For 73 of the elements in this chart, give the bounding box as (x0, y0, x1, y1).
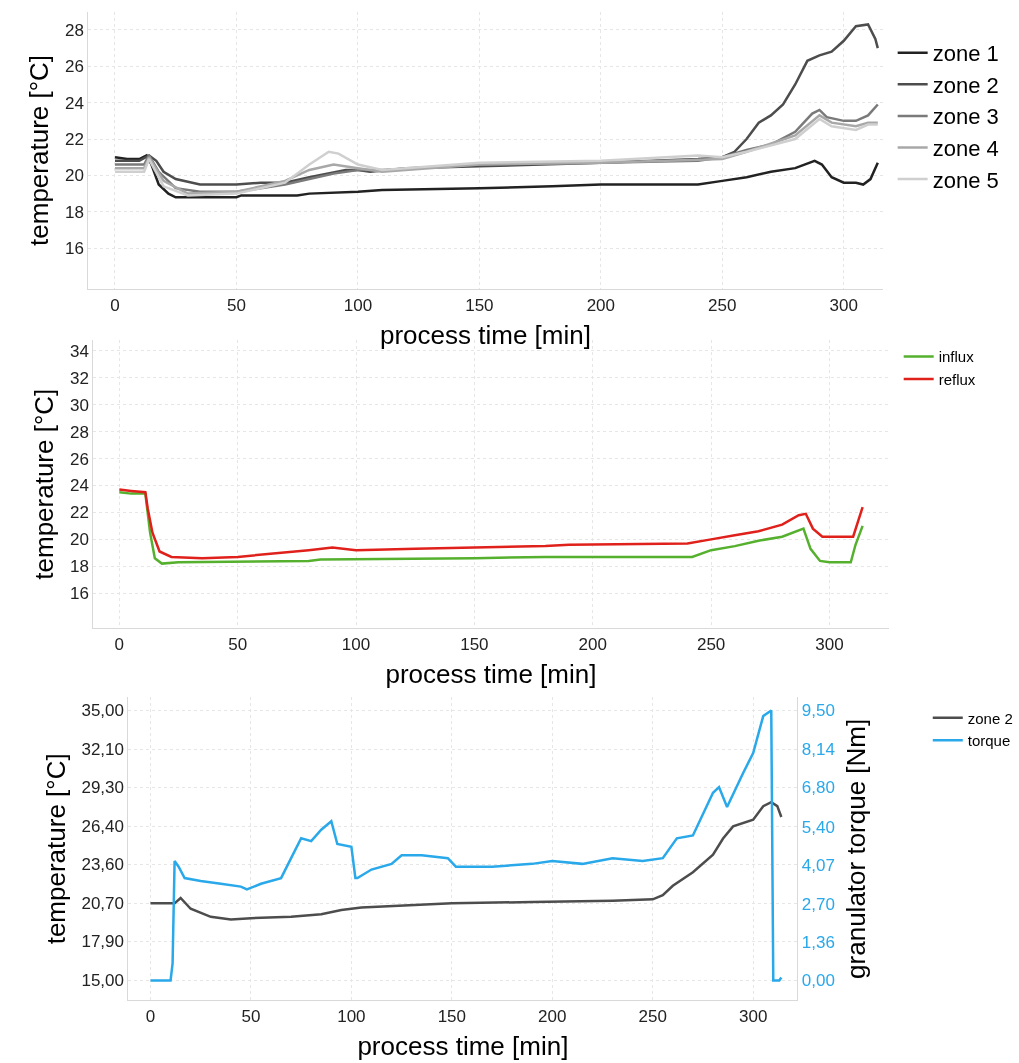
x-tick-label: 300 (739, 1006, 768, 1026)
legend-label: reflux (938, 370, 976, 388)
y2-tick-label: 5,40 (801, 817, 835, 837)
y2-tick-label: 2,70 (801, 894, 835, 914)
x-tick-label: 300 (815, 634, 844, 654)
y-tick-label: 20 (64, 166, 84, 186)
y-axis-title: temperature [°C] (29, 388, 60, 580)
y-tick-label: 30 (69, 395, 89, 415)
x-tick-label: 50 (228, 634, 248, 654)
x-tick-label: 100 (337, 1006, 366, 1026)
legend-label: zone 1 (932, 41, 999, 67)
y2-tick-label: 0,00 (801, 971, 835, 991)
line-series (113, 154, 880, 199)
x-tick-label: 0 (145, 1006, 156, 1026)
x-tick-label: 250 (638, 1006, 667, 1026)
x-tick-label: 50 (226, 295, 246, 315)
legend-label: zone 2 (967, 709, 1013, 727)
x-tick-label: 250 (708, 295, 737, 315)
y-tick-label: 20,70 (81, 894, 124, 914)
y-tick-label: 15,00 (81, 971, 124, 991)
y-tick-label: 26 (69, 449, 89, 469)
x-axis-title: process time [min] (385, 659, 597, 690)
line-series (149, 800, 783, 921)
y-tick-label: 22 (69, 503, 89, 523)
x-tick-label: 0 (110, 295, 120, 315)
y-tick-label: 17,90 (81, 932, 124, 952)
line-series (149, 709, 783, 982)
x-tick-label: 200 (538, 1006, 567, 1026)
y-tick-label: 16 (69, 584, 89, 604)
y2-tick-label: 6,80 (801, 778, 835, 798)
x-tick-label: 300 (829, 295, 858, 315)
y-tick-label: 28 (64, 20, 84, 40)
x-tick-label: 200 (586, 295, 616, 315)
y2-tick-label: 4,07 (801, 855, 835, 875)
legend-label: zone 2 (932, 72, 999, 98)
y2-axis-title: granulator torque [Nm] (840, 718, 871, 979)
x-tick-label: 100 (343, 295, 373, 315)
y-tick-label: 22 (64, 129, 84, 149)
y-tick-label: 18 (69, 557, 89, 577)
y-tick-label: 18 (64, 202, 84, 222)
x-tick-label: 150 (465, 295, 494, 315)
x-tick-label: 0 (114, 634, 125, 654)
y-axis-title: temperature [°C] (40, 753, 71, 945)
legend-label: influx (938, 348, 975, 366)
y-tick-label: 29,30 (81, 778, 124, 798)
y-tick-label: 35,00 (81, 701, 124, 721)
legend-label: zone 4 (932, 136, 999, 162)
y-axis-title: temperature [°C] (24, 54, 55, 246)
y-tick-label: 32,10 (81, 740, 124, 760)
y-tick-label: 28 (69, 422, 89, 442)
x-tick-label: 150 (460, 634, 489, 654)
legend-label: zone 3 (932, 104, 999, 130)
legend-label: torque (967, 732, 1011, 750)
y-tick-label: 26 (64, 57, 84, 77)
y-tick-label: 34 (69, 341, 89, 361)
y-tick-label: 26,40 (81, 817, 124, 837)
legend-label: zone 5 (932, 167, 999, 193)
x-tick-label: 250 (696, 634, 726, 654)
y-tick-label: 24 (64, 93, 84, 113)
y-tick-label: 20 (69, 530, 89, 550)
y-tick-label: 24 (69, 476, 89, 496)
x-tick-label: 200 (578, 634, 607, 654)
y2-tick-label: 8,14 (801, 740, 835, 759)
y2-tick-label: 9,50 (801, 701, 835, 721)
x-tick-label: 100 (341, 634, 371, 654)
x-tick-label: 50 (241, 1006, 261, 1026)
y2-tick-label: 1,36 (801, 932, 835, 952)
y-tick-label: 16 (64, 239, 84, 259)
y-tick-label: 23,60 (81, 855, 124, 875)
x-axis-title: process time [min] (379, 320, 591, 351)
x-axis-title: process time [min] (357, 1031, 569, 1062)
y-tick-label: 32 (69, 368, 89, 388)
x-tick-label: 150 (437, 1006, 467, 1026)
